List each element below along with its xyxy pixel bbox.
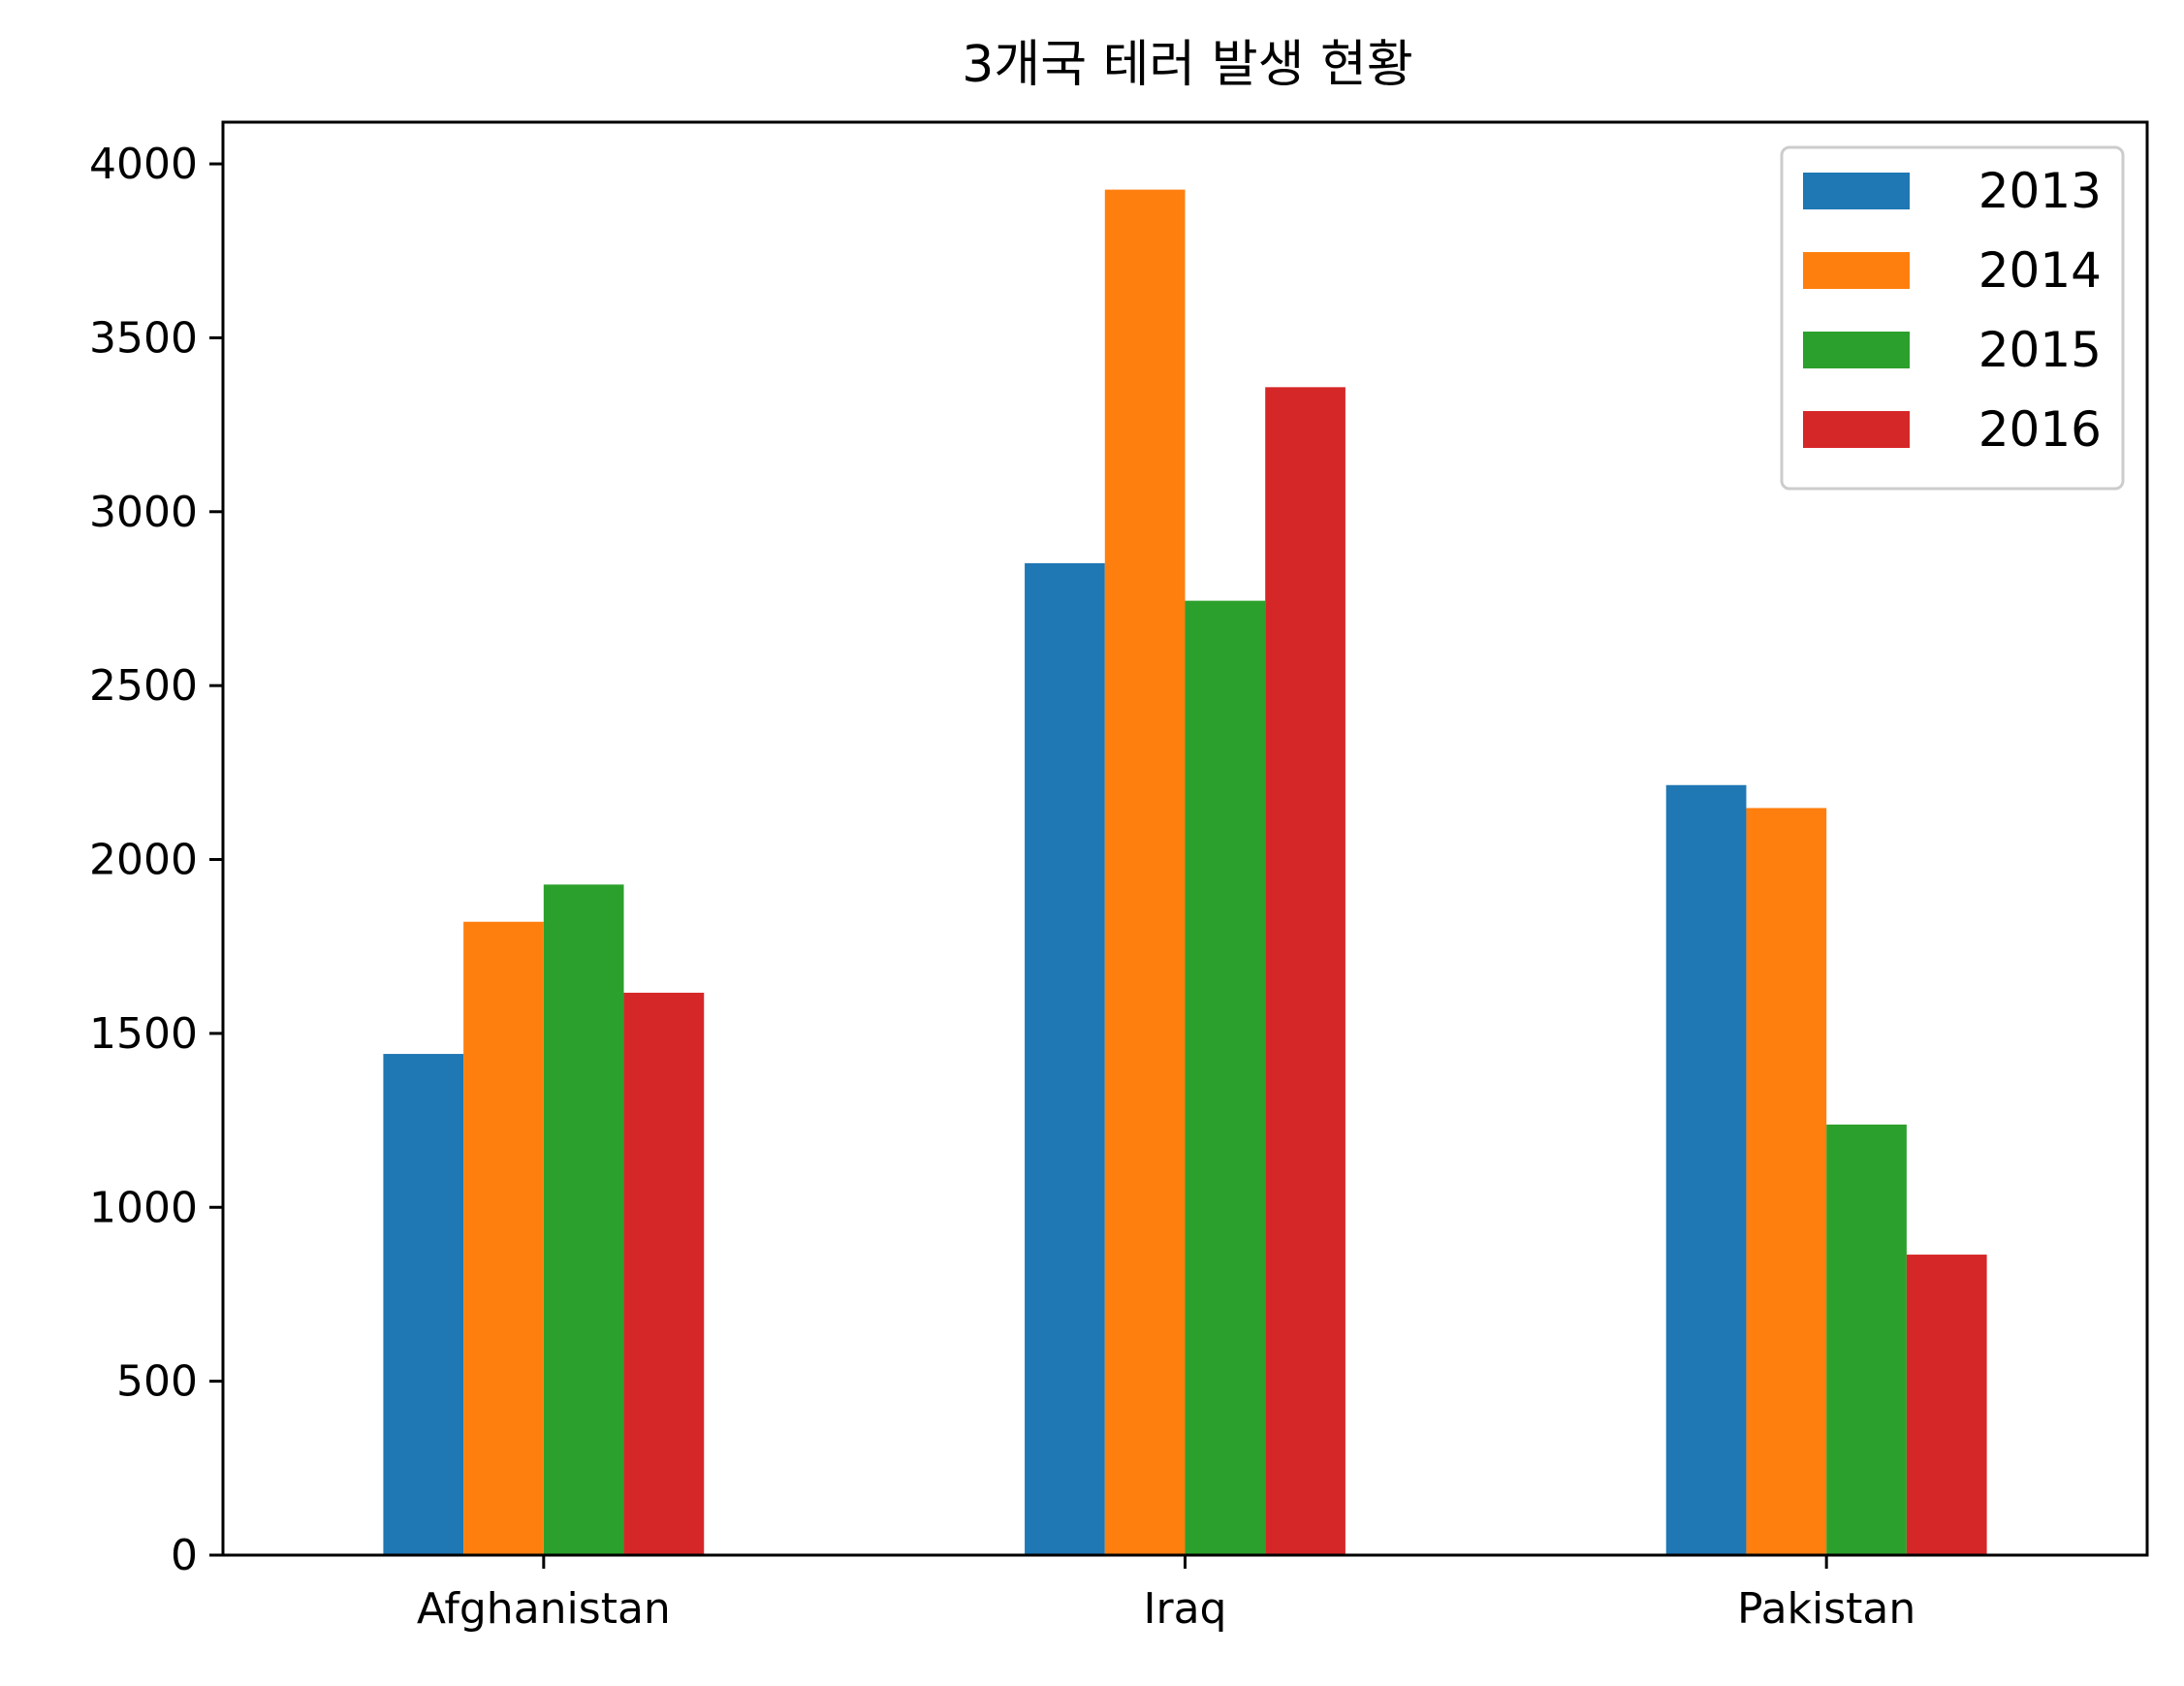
- y-tick-label: 500: [116, 1357, 198, 1407]
- y-tick-label: 2500: [89, 661, 198, 711]
- legend: 2013 2014 2015 2016: [1780, 145, 2125, 491]
- legend-swatch-2016: [1803, 411, 1910, 448]
- y-tick-label: 4000: [89, 140, 198, 189]
- chart-title: 3개국 테러 발생 현황: [962, 36, 1412, 94]
- y-tick-label: 3500: [89, 313, 198, 363]
- bar-iraq-2014: [1104, 189, 1186, 1556]
- legend-swatch-2013: [1803, 173, 1910, 209]
- legend-box: [1780, 145, 2125, 491]
- legend-label-2016: 2016: [1978, 401, 2102, 458]
- bar-afghanistan-2015: [543, 884, 624, 1555]
- x-tick-label: Pakistan: [1737, 1584, 1915, 1634]
- bar-pakistan-2013: [1665, 784, 1747, 1555]
- bar-iraq-2016: [1265, 387, 1345, 1555]
- x-tick-label: Afghanistan: [417, 1584, 671, 1634]
- legend-label-2013: 2013: [1978, 163, 2102, 219]
- legend-swatch-2014: [1803, 252, 1910, 289]
- plot-frame: [221, 120, 2149, 1557]
- x-tick-label: Iraq: [1144, 1584, 1227, 1634]
- legend-label-2015: 2015: [1978, 322, 2102, 378]
- y-tick-label: 1000: [89, 1183, 198, 1232]
- bar-pakistan-2016: [1906, 1255, 1987, 1555]
- legend-label-2014: 2014: [1978, 242, 2102, 299]
- y-axis: 0 500 1000 1500 2000 2500 3000 3500 4000: [89, 140, 223, 1580]
- bar-afghanistan-2013: [383, 1054, 464, 1555]
- y-tick-label: 1500: [89, 1009, 198, 1059]
- bar-afghanistan-2014: [463, 921, 544, 1555]
- y-tick-label: 3000: [89, 488, 198, 537]
- bar-iraq-2013: [1025, 562, 1105, 1555]
- bars-group: [383, 189, 1987, 1556]
- bar-pakistan-2014: [1746, 808, 1827, 1555]
- x-axis: Afghanistan Iraq Pakistan: [417, 1555, 1915, 1634]
- bar-iraq-2015: [1185, 600, 1266, 1555]
- bar-afghanistan-2016: [623, 992, 705, 1555]
- y-tick-label: 0: [171, 1531, 198, 1580]
- bar-pakistan-2015: [1826, 1124, 1907, 1555]
- legend-swatch-2015: [1803, 332, 1910, 368]
- y-tick-label: 2000: [89, 836, 198, 885]
